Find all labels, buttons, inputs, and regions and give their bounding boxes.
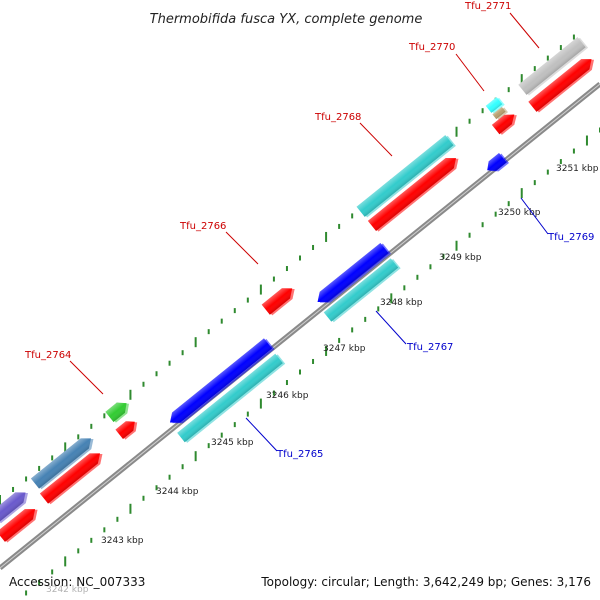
kbp-label: 3242 kbp — [46, 585, 89, 595]
accession-label: Accession: NC_007333 — [9, 575, 145, 589]
gene-label: Tfu_2770 — [408, 42, 455, 53]
feature-blue-tfu2767 — [317, 242, 391, 303]
gene-label-leader — [359, 122, 393, 157]
kbp-label: 3247 kbp — [323, 344, 366, 354]
feature-green-tfu2764 — [105, 402, 129, 423]
feature-purple-left — [0, 492, 28, 524]
gene-label: Tfu_2765 — [276, 449, 323, 460]
gene-label-leader — [455, 53, 485, 92]
feature-grey-tfu2771 — [518, 37, 589, 96]
kbp-label: 3248 kbp — [380, 298, 423, 308]
gene-label-leader — [69, 360, 104, 395]
feature-blue-tfu2765 — [169, 338, 275, 424]
gene-label: Tfu_2764 — [24, 350, 71, 361]
feature-red-tfu2770 — [491, 114, 517, 135]
map-title: Thermobifida fusca YX, complete genome — [150, 12, 423, 27]
kbp-scale: 3242 kbp 3243 kbp 3244 kbp 3245 kbp 3246 kbp… — [46, 164, 599, 595]
gene-label: Tfu_2771 — [464, 1, 511, 12]
gene-label: Tfu_2767 — [406, 342, 453, 353]
kbp-label: 3245 kbp — [211, 438, 254, 448]
feature-tan-tfu2770 — [492, 106, 508, 120]
gene-label-leader — [509, 12, 540, 49]
kbp-label: 3250 kbp — [498, 208, 541, 218]
feature-blue-tfu2769 — [487, 153, 509, 172]
feature-track — [0, 37, 594, 543]
feature-red-tfu2768 — [367, 158, 459, 232]
gene-label: Tfu_2766 — [179, 221, 226, 232]
genome-summary: Topology: circular; Length: 3,642,249 bp… — [260, 575, 591, 589]
genome-backbone — [0, 82, 600, 570]
feature-red-2 — [39, 453, 103, 505]
gene-label: Tfu_2768 — [314, 112, 361, 123]
kbp-label: 3249 kbp — [439, 253, 482, 263]
feature-red-tfu2766 — [261, 288, 295, 316]
feature-red-tfu2764 — [115, 421, 138, 440]
feature-cyan-tfu2765 — [177, 353, 286, 443]
feature-cyan-tfu2768 — [356, 135, 456, 218]
feature-cyan-tfu2767 — [323, 258, 401, 323]
feature-red-left — [0, 509, 38, 543]
gene-label-leader — [375, 310, 407, 345]
feature-cyan-tfu2770 — [485, 97, 505, 114]
gene-label: Tfu_2769 — [547, 232, 594, 243]
gene-labels: Tfu_2764 Tfu_2765 Tfu_2766 Tfu_2767 Tfu_2768… — [24, 1, 594, 460]
kbp-label: 3246 kbp — [266, 391, 309, 401]
kbp-label: 3251 kbp — [556, 164, 599, 174]
gene-label-leader — [520, 197, 549, 235]
feature-steelblue — [30, 438, 94, 490]
feature-red-tfu2771 — [528, 59, 594, 113]
kbp-label: 3244 kbp — [156, 487, 199, 497]
gene-label-leader — [245, 417, 278, 452]
kbp-label: 3243 kbp — [101, 536, 144, 546]
gene-label-leader — [225, 231, 259, 265]
